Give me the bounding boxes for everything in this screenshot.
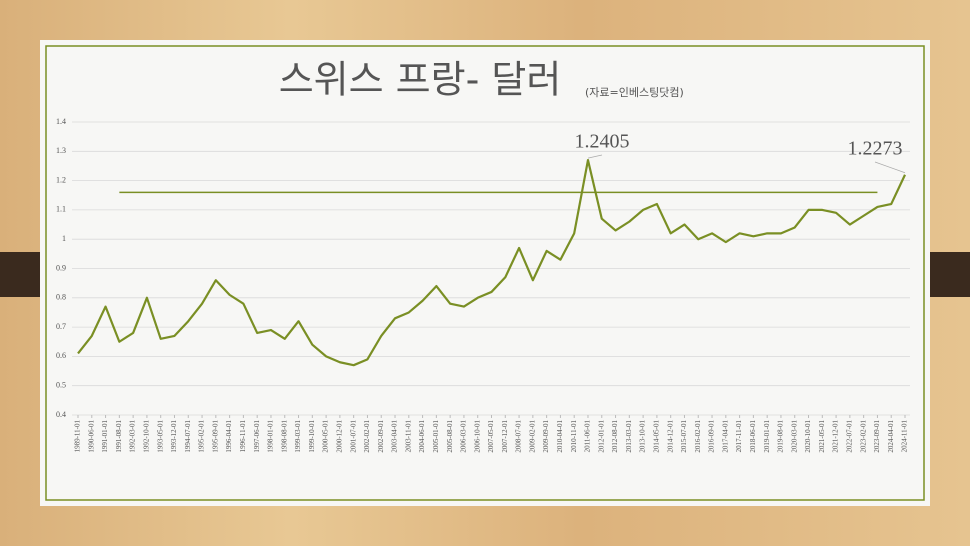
x-tick-label: 1998-08-01 <box>280 420 288 453</box>
x-tick-label: 1994-07-01 <box>184 420 192 453</box>
x-tick-label: 2020-10-01 <box>804 420 812 453</box>
x-tick-label: 2024-04-01 <box>887 420 895 453</box>
x-tick-label: 1995-09-01 <box>211 420 219 453</box>
x-tick-label: 1989-11-01 <box>74 420 82 453</box>
x-tick-label: 2010-11-01 <box>570 420 578 453</box>
chart-subtitle: (자료=인베스팅닷컴) <box>585 86 684 99</box>
x-tick-label: 1993-05-01 <box>156 420 164 453</box>
x-tick-label: 2002-02-01 <box>363 420 371 453</box>
x-tick-label: 2017-11-01 <box>735 420 743 453</box>
x-tick-label: 2005-08-01 <box>446 420 454 453</box>
x-tick-label: 2015-07-01 <box>680 420 688 453</box>
x-tick-label: 2016-02-01 <box>694 420 702 453</box>
data-line <box>77 158 906 367</box>
x-tick-label: 2022-07-01 <box>845 420 853 453</box>
x-tick-label: 2010-04-01 <box>556 420 564 453</box>
x-tick-label: 2000-12-01 <box>335 420 343 453</box>
x-tick-label: 1992-03-01 <box>129 420 137 453</box>
x-tick-label: 2021-12-01 <box>832 420 840 453</box>
annotation-leader <box>874 161 906 174</box>
y-tick-label: 1.3 <box>56 146 66 155</box>
x-tick-label: 2013-03-01 <box>625 420 633 453</box>
x-tick-label: 2019-08-01 <box>777 420 785 453</box>
x-tick-label: 2020-03-01 <box>790 420 798 453</box>
x-tick-label: 2014-05-01 <box>653 420 661 453</box>
x-tick-label: 2021-05-01 <box>818 420 826 453</box>
x-tick-label: 2019-01-01 <box>763 420 771 453</box>
x-tick-label: 2003-11-01 <box>404 420 412 453</box>
annotation-leader <box>587 154 603 159</box>
x-tick-label: 1996-04-01 <box>225 420 233 453</box>
card-border <box>45 45 925 501</box>
x-tick-label: 1995-02-01 <box>198 420 206 453</box>
x-tick-label: 2012-08-01 <box>611 420 619 453</box>
y-tick-label: 0.8 <box>56 293 66 302</box>
x-tick-label: 2012-01-01 <box>597 420 605 453</box>
y-tick-label: 1.2 <box>56 175 66 184</box>
x-tick-label: 2018-06-01 <box>749 420 757 453</box>
x-tick-label: 2007-12-01 <box>501 420 509 453</box>
x-tick-label: 2009-02-01 <box>528 420 536 453</box>
x-tick-label: 2014-12-01 <box>666 420 674 453</box>
card <box>40 40 930 506</box>
y-tick-label: 1.4 <box>56 117 66 126</box>
y-tick-label: 0.6 <box>56 351 66 360</box>
x-tick-label: 2000-05-01 <box>322 420 330 453</box>
y-tick-label: 0.9 <box>56 263 66 272</box>
x-tick-label: 1993-12-01 <box>170 420 178 453</box>
x-tick-label: 1997-06-01 <box>253 420 261 453</box>
x-tick-label: 2004-06-01 <box>418 420 426 453</box>
x-tick-label: 1991-08-01 <box>115 420 123 453</box>
x-tick-label: 2023-09-01 <box>873 420 881 453</box>
chart-title: 스위스 프랑- 달러 <box>279 58 562 102</box>
x-tick-label: 1998-01-01 <box>267 420 275 453</box>
y-tick-label: 0.4 <box>56 410 66 419</box>
x-tick-label: 1992-10-01 <box>143 420 151 453</box>
y-tick-label: 0.5 <box>56 381 66 390</box>
x-tick-label: 2017-04-01 <box>721 420 729 453</box>
x-tick-label: 1999-03-01 <box>294 420 302 453</box>
x-tick-label: 1996-11-01 <box>239 420 247 453</box>
annotation: 1.2405 <box>574 131 629 153</box>
y-tick-label: 0.7 <box>56 322 66 331</box>
x-tick-label: 2002-09-01 <box>377 420 385 453</box>
annotation: 1.2273 <box>848 138 903 160</box>
x-tick-label: 2024-11-01 <box>901 420 909 453</box>
x-tick-label: 2006-10-01 <box>473 420 481 453</box>
x-tick-label: 2005-01-01 <box>432 420 440 453</box>
x-tick-label: 2006-03-01 <box>460 420 468 453</box>
x-tick-label: 2016-09-01 <box>708 420 716 453</box>
x-tick-label: 1991-01-01 <box>101 420 109 453</box>
x-tick-label: 1990-06-01 <box>87 420 95 453</box>
x-tick-label: 2003-04-01 <box>391 420 399 453</box>
x-tick-label: 2007-05-01 <box>487 420 495 453</box>
x-tick-label: 2001-07-01 <box>349 420 357 453</box>
x-tick-label: 1999-10-01 <box>308 420 316 453</box>
y-tick-label: 1.1 <box>56 205 66 214</box>
x-tick-label: 2009-09-01 <box>542 420 550 453</box>
x-tick-label: 2011-06-01 <box>584 420 592 453</box>
left-tab <box>0 252 45 297</box>
x-tick-label: 2008-07-01 <box>515 420 523 453</box>
x-tick-label: 2023-02-01 <box>859 420 867 453</box>
x-tick-label: 2013-10-01 <box>639 420 647 453</box>
y-tick-label: 1 <box>62 234 66 243</box>
